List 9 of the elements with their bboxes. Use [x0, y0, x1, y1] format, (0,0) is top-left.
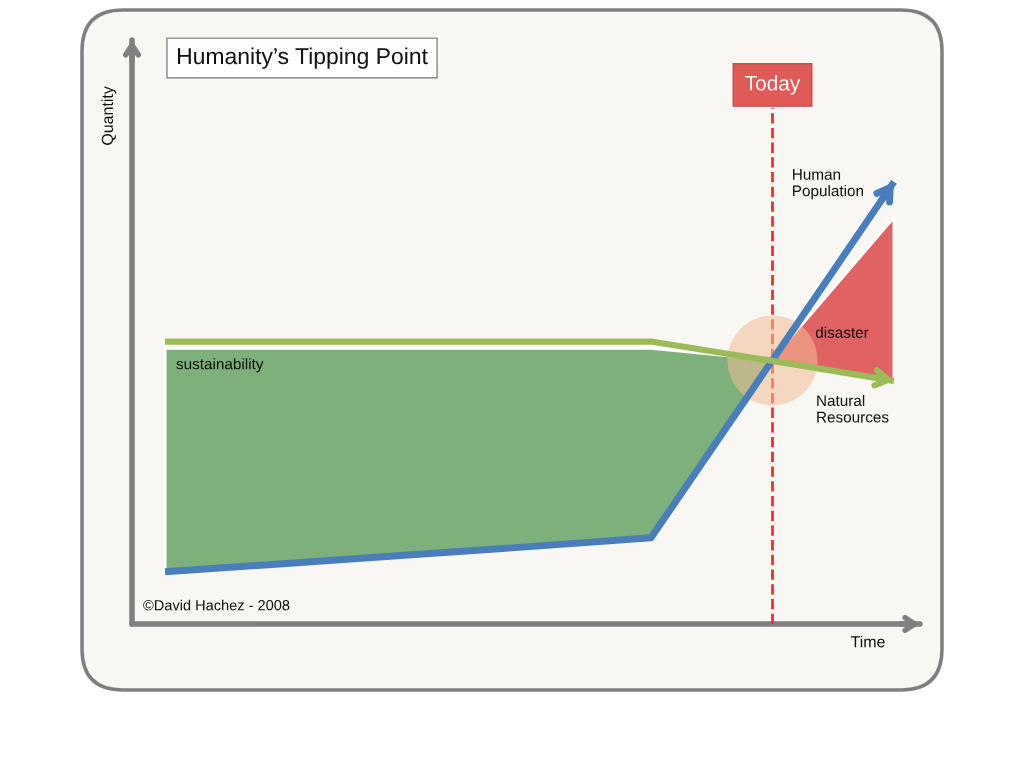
series-label: sustainability	[176, 358, 264, 373]
series-label: Natural Resources	[817, 394, 889, 423]
y-axis-title: Quantity	[101, 86, 117, 145]
x-axis-title: Time	[850, 635, 885, 648]
legend-label: Human Population	[793, 169, 864, 200]
chart-title: Humanity’s Tipping Point	[178, 47, 428, 69]
text: Today	[745, 75, 801, 95]
annotation: ©David Hachez - 2008	[143, 599, 290, 611]
series-label: disaster	[815, 326, 869, 338]
